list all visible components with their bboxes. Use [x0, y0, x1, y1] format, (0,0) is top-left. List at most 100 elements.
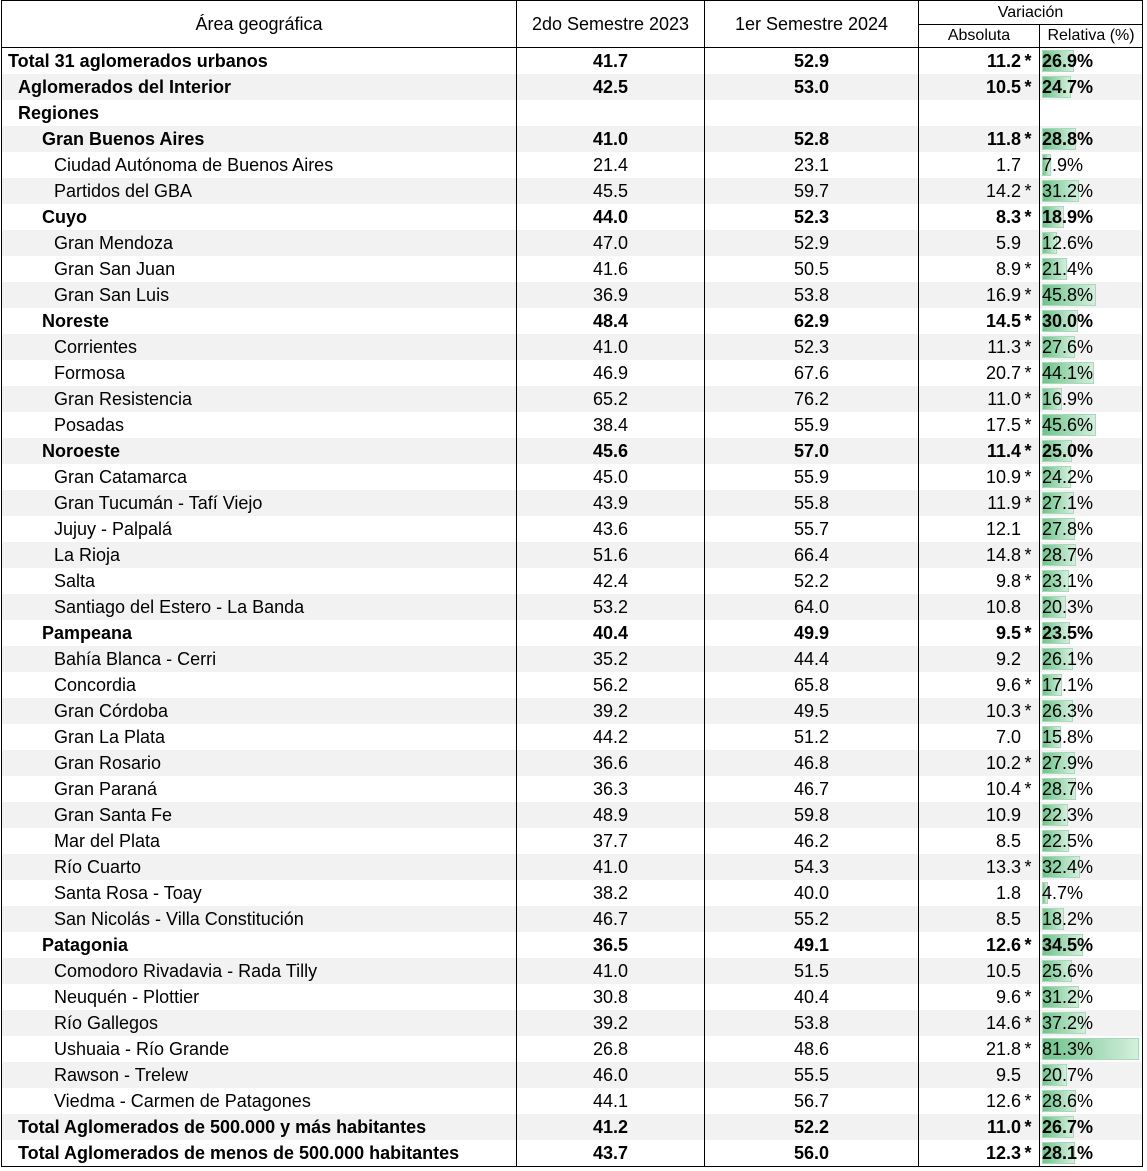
- area-name: La Rioja: [1, 542, 517, 568]
- area-name: Gran Santa Fe: [1, 802, 517, 828]
- relative-data-bar: [1042, 544, 1076, 566]
- table-row: Gran Córdoba 39.2 49.5 10.3 * 26.3%: [1, 698, 1144, 724]
- value-2023-s2: 43.9: [516, 490, 705, 516]
- variation-relative: 44.1%: [1038, 360, 1144, 386]
- relative-data-bar: [1042, 674, 1062, 696]
- variation-relative: 27.8%: [1038, 516, 1144, 542]
- absolute-value: 9.5: [995, 1064, 1021, 1085]
- value-2023-s2: 43.7: [516, 1140, 705, 1167]
- value-2024-s1: 49.9: [704, 620, 919, 646]
- relative-value: 21.4%: [1042, 258, 1094, 279]
- value-2023-s2: 56.2: [516, 672, 705, 698]
- value-2024-s1: 46.8: [704, 750, 919, 776]
- variation-absolute: 14.6 *: [918, 1010, 1040, 1036]
- variation-relative: 25.0%: [1038, 438, 1144, 464]
- value-2024-s1: 52.3: [704, 204, 919, 230]
- table-row: Gran San Luis 36.9 53.8 16.9 * 45.8%: [1, 282, 1144, 308]
- value-2023-s2: 38.2: [516, 880, 705, 906]
- variation-absolute: 10.9 *: [918, 464, 1040, 490]
- area-name: Corrientes: [1, 334, 517, 360]
- value-2024-s1: 59.7: [704, 178, 919, 204]
- variation-relative: 31.2%: [1038, 984, 1144, 1010]
- variation-absolute: 9.5: [918, 1062, 1040, 1088]
- relative-data-bar: [1042, 128, 1076, 150]
- area-name: Gran Buenos Aires: [1, 126, 517, 152]
- variation-relative: 26.3%: [1038, 698, 1144, 724]
- value-2024-s1: 54.3: [704, 854, 919, 880]
- area-name: Partidos del GBA: [1, 178, 517, 204]
- absolute-value: 10.5: [985, 76, 1021, 97]
- table-row: Pampeana 40.4 49.9 9.5 * 23.5%: [1, 620, 1144, 646]
- relative-value: 28.6%: [1042, 1090, 1094, 1111]
- absolute-value: 1.7: [995, 154, 1021, 175]
- table-row: Gran La Plata 44.2 51.2 7.0 15.8%: [1, 724, 1144, 750]
- significance-marker: *: [1024, 934, 1032, 955]
- relative-value: 23.5%: [1042, 622, 1094, 643]
- value-2023-s2: 53.2: [516, 594, 705, 620]
- significance-marker: *: [1024, 674, 1032, 695]
- area-name: Gran Córdoba: [1, 698, 517, 724]
- area-name: Gran San Juan: [1, 256, 517, 282]
- table-row: San Nicolás - Villa Constitución 46.7 55.2…: [1, 906, 1144, 932]
- value-2023-s2: 36.5: [516, 932, 705, 958]
- variation-absolute: 11.9 *: [918, 490, 1040, 516]
- variation-relative: 17.1%: [1038, 672, 1144, 698]
- value-2023-s2: 44.0: [516, 204, 705, 230]
- absolute-value: 21.8: [985, 1038, 1021, 1059]
- area-name: Gran San Luis: [1, 282, 517, 308]
- relative-value: 37.2%: [1042, 1012, 1094, 1033]
- relative-data-bar: [1042, 986, 1079, 1008]
- variation-relative: 12.6%: [1038, 230, 1144, 256]
- significance-marker: *: [1024, 180, 1032, 201]
- table-row: Ciudad Autónoma de Buenos Aires 21.4 23.1 1…: [1, 152, 1144, 178]
- variation-absolute: 9.6 *: [918, 984, 1040, 1010]
- table-row: Noroeste 45.6 57.0 11.4 * 25.0%: [1, 438, 1144, 464]
- absolute-value: 11.4: [986, 440, 1021, 461]
- significance-marker: *: [1024, 778, 1032, 799]
- area-name: Jujuy - Palpalá: [1, 516, 517, 542]
- table-row: Noreste 48.4 62.9 14.5 * 30.0%: [1, 308, 1144, 334]
- value-2024-s1: 44.4: [704, 646, 919, 672]
- area-name: Gran Paraná: [1, 776, 517, 802]
- absolute-value: 10.4: [985, 778, 1021, 799]
- significance-marker: *: [1024, 1012, 1032, 1033]
- table-row: Salta 42.4 52.2 9.8 * 23.1%: [1, 568, 1144, 594]
- absolute-value: 9.6: [995, 986, 1021, 1007]
- table-row: Mar del Plata 37.7 46.2 8.5 22.5%: [1, 828, 1144, 854]
- relative-value: 28.7%: [1042, 544, 1094, 565]
- value-2024-s1: 76.2: [704, 386, 919, 412]
- variation-absolute: 13.3 *: [918, 854, 1040, 880]
- area-name: Posadas: [1, 412, 517, 438]
- area-name: Gran Resistencia: [1, 386, 517, 412]
- absolute-value: 10.8: [985, 596, 1021, 617]
- variation-absolute: 20.7 *: [918, 360, 1040, 386]
- value-2023-s2: 45.0: [516, 464, 705, 490]
- value-2023-s2: 41.0: [516, 854, 705, 880]
- relative-data-bar: [1042, 1038, 1139, 1060]
- relative-data-bar: [1042, 388, 1062, 410]
- variation-absolute: 1.7: [918, 152, 1040, 178]
- absolute-value: 9.2: [995, 648, 1021, 669]
- value-2023-s2: 36.3: [516, 776, 705, 802]
- header-semester-2024: 1er Semestre 2024: [704, 0, 919, 48]
- area-name: Rawson - Trelew: [1, 1062, 517, 1088]
- table-row: Bahía Blanca - Cerri 35.2 44.4 9.2 26.1%: [1, 646, 1144, 672]
- area-name: Comodoro Rivadavia - Rada Tilly: [1, 958, 517, 984]
- variation-relative: 27.1%: [1038, 490, 1144, 516]
- variation-absolute: 10.9: [918, 802, 1040, 828]
- relative-value: 7.9%: [1042, 154, 1084, 175]
- variation-absolute: 11.8 *: [918, 126, 1040, 152]
- relative-value: 45.8%: [1042, 284, 1094, 305]
- relative-value: 28.1%: [1042, 1142, 1094, 1163]
- variation-absolute: 10.8: [918, 594, 1040, 620]
- relative-value: 16.9%: [1042, 388, 1094, 409]
- area-name: Río Gallegos: [1, 1010, 517, 1036]
- significance-marker: *: [1024, 986, 1032, 1007]
- value-2023-s2: 39.2: [516, 698, 705, 724]
- absolute-value: 17.5: [985, 414, 1021, 435]
- absolute-value: 5.9: [995, 232, 1021, 253]
- area-name: Ciudad Autónoma de Buenos Aires: [1, 152, 517, 178]
- relative-data-bar: [1042, 466, 1071, 488]
- variation-relative: 28.1%: [1038, 1140, 1144, 1167]
- value-2024-s1: 53.0: [704, 74, 919, 100]
